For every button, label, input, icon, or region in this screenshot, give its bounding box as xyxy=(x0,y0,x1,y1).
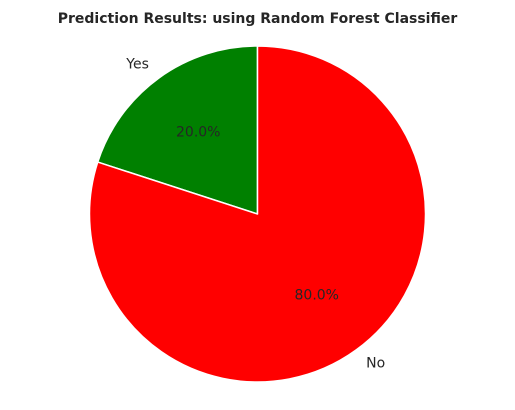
slice-percent-no: 80.0% xyxy=(295,288,339,304)
pie-slices xyxy=(90,46,426,382)
slice-percent-yes: 20.0% xyxy=(176,124,220,140)
slice-label-no: No xyxy=(366,356,385,372)
chart-title: Prediction Results: using Random Forest … xyxy=(58,11,458,27)
slice-label-yes: Yes xyxy=(125,56,149,72)
